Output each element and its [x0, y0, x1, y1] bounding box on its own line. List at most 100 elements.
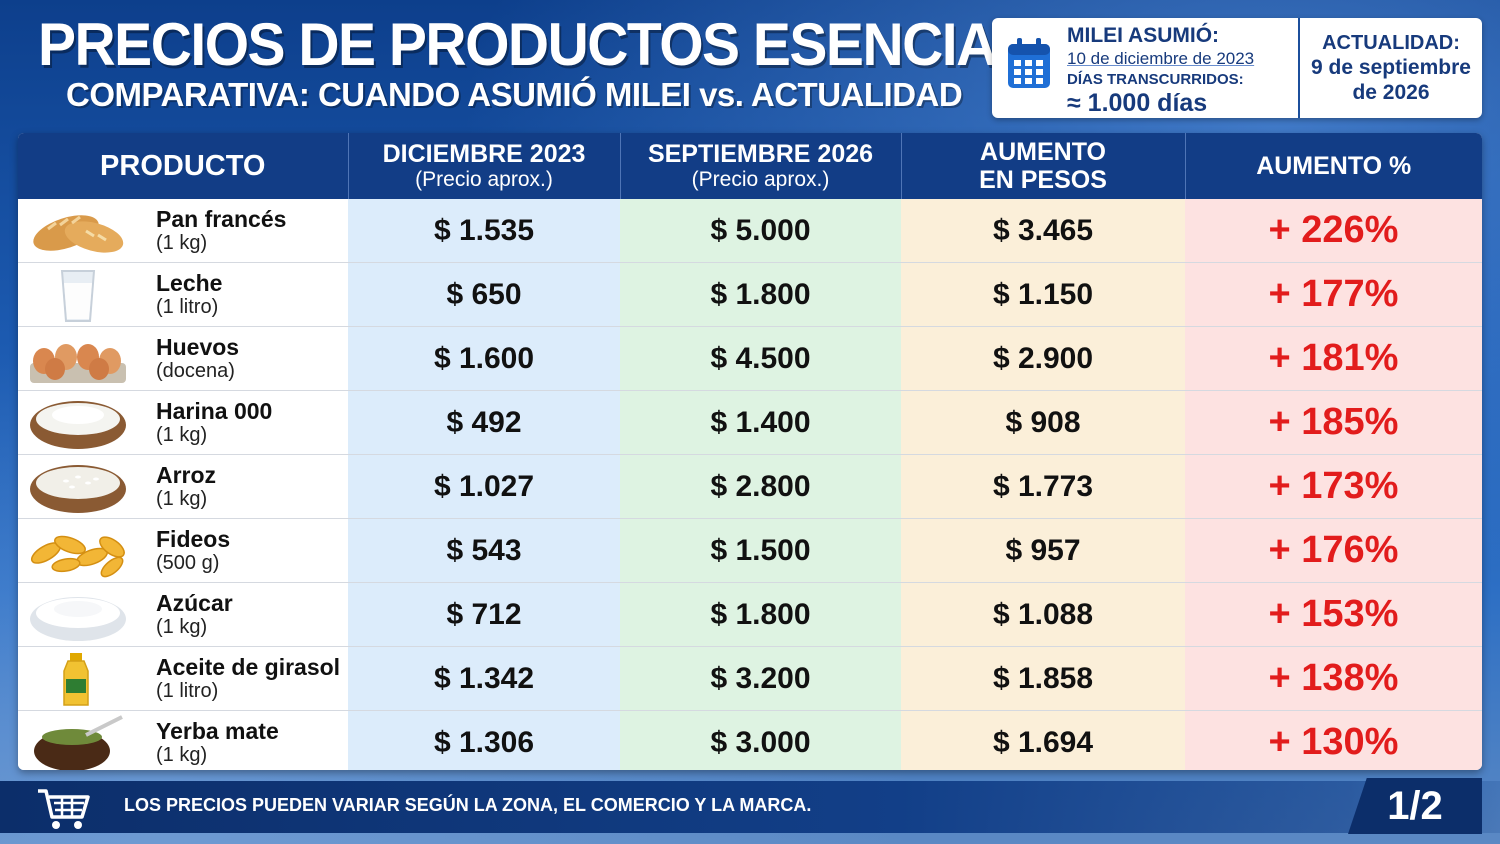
price-dec-2023: $ 1.535 — [348, 199, 620, 263]
increase-pesos: $ 1.773 — [901, 454, 1185, 519]
increase-pesos: $ 1.088 — [901, 582, 1185, 647]
product-unit: (1 litro) — [156, 296, 219, 318]
price-sep-2026: $ 1.800 — [620, 262, 901, 327]
sugar-icon — [30, 597, 126, 641]
price-dec-2023: $ 1.027 — [348, 454, 620, 519]
table-row: Arroz (1 kg) $ 1.027 $ 2.800 $ 1.773 + 173% — [18, 454, 1482, 519]
product-cell: Aceite de girasol (1 litro) — [18, 646, 348, 711]
header-inc: AUMENTO EN PESOS — [901, 133, 1186, 199]
price-sep-2026: $ 3.000 — [620, 710, 901, 770]
price-dec-2023: $ 543 — [348, 518, 620, 583]
table-row: Leche (1 litro) $ 650 $ 1.800 $ 1.150 + 177% — [18, 262, 1482, 327]
price-sep-2026: $ 1.500 — [620, 518, 901, 583]
price-dec-2023: $ 1.306 — [348, 710, 620, 770]
price-dec-2023: $ 1.600 — [348, 326, 620, 391]
product-name: Arroz — [156, 462, 217, 488]
product-name: Fideos — [156, 526, 231, 552]
product-cell: Leche (1 litro) — [18, 262, 348, 327]
product-cell: Fideos (500 g) — [18, 518, 348, 583]
table-row: Huevos (docena) $ 1.600 $ 4.500 $ 2.900 + 181… — [18, 326, 1482, 391]
increase-percent: + 153% — [1185, 582, 1482, 647]
oil-icon — [63, 653, 89, 706]
page-number: 1/2 — [1348, 778, 1482, 834]
days-value: ≈ 1.000 días — [1067, 89, 1208, 117]
header-dec: DICIEMBRE 2023 (Precio aprox.) — [348, 133, 621, 199]
product-unit: (500 g) — [156, 552, 220, 574]
price-sep-2026: $ 4.500 — [620, 326, 901, 391]
flour-icon — [30, 401, 126, 449]
product-unit: (1 litro) — [156, 680, 219, 702]
price-sep-2026: $ 2.800 — [620, 454, 901, 519]
increase-pesos: $ 3.465 — [901, 199, 1185, 263]
header-product: PRODUCTO — [18, 133, 349, 199]
increase-percent: + 226% — [1185, 199, 1482, 263]
days-label: DÍAS TRANSCURRIDOS: — [1067, 71, 1244, 88]
product-unit: (1 kg) — [156, 232, 208, 254]
table-row: Azúcar (1 kg) $ 712 $ 1.800 $ 1.088 + 153% — [18, 582, 1482, 647]
price-dec-2023: $ 492 — [348, 390, 620, 455]
price-sep-2026: $ 1.800 — [620, 582, 901, 647]
increase-percent: + 181% — [1185, 326, 1482, 391]
table-row: Pan francés (1 kg) $ 1.535 $ 5.000 $ 3.465 + … — [18, 199, 1482, 263]
assumed-date: 10 de diciembre de 2023 — [1067, 49, 1255, 68]
header-pct: AUMENTO % — [1185, 133, 1482, 199]
price-sep-2026: $ 3.200 — [620, 646, 901, 711]
increase-pesos: $ 2.900 — [901, 326, 1185, 391]
product-name: Aceite de girasol — [156, 654, 341, 680]
page-title: PRECIOS DE PRODUCTOS ESENCIALES — [38, 11, 1104, 79]
table-row: Harina 000 (1 kg) $ 492 $ 1.400 $ 908 + 185% — [18, 390, 1482, 455]
increase-percent: + 138% — [1185, 646, 1482, 711]
increase-percent: + 176% — [1185, 518, 1482, 583]
increase-pesos: $ 1.858 — [901, 646, 1185, 711]
bread-icon — [33, 215, 124, 253]
price-table: PRODUCTO DICIEMBRE 2023 (Precio aprox.) S… — [18, 133, 1482, 770]
product-name: Huevos — [156, 334, 240, 360]
product-cell: Arroz (1 kg) — [18, 454, 348, 519]
table-row: Aceite de girasol (1 litro) $ 1.342 $ 3.200… — [18, 646, 1482, 711]
table-row: Fideos (500 g) $ 543 $ 1.500 $ 957 + 176% — [18, 518, 1482, 583]
table-header-row: PRODUCTO DICIEMBRE 2023 (Precio aprox.) S… — [18, 133, 1482, 199]
price-dec-2023: $ 650 — [348, 262, 620, 327]
price-sep-2026: $ 1.400 — [620, 390, 901, 455]
current-label: ACTUALIDAD: — [1322, 32, 1460, 54]
eggs-icon — [30, 344, 126, 383]
info-assumed: MILEI ASUMIÓ: 10 de diciembre de 2023 DÍ… — [992, 18, 1300, 118]
info-box: MILEI ASUMIÓ: 10 de diciembre de 2023 DÍ… — [992, 18, 1482, 118]
product-name: Pan francés — [156, 206, 287, 232]
table-row: Yerba mate (1 kg) $ 1.306 $ 3.000 $ 1.694 + 1… — [18, 710, 1482, 770]
current-date: 9 de septiembre de 2026 — [1311, 56, 1471, 104]
cart-icon — [38, 789, 90, 829]
info-current: ACTUALIDAD: 9 de septiembre de 2026 — [1300, 18, 1482, 118]
increase-pesos: $ 1.150 — [901, 262, 1185, 327]
product-name: Leche — [156, 270, 223, 296]
product-cell: Huevos (docena) — [18, 326, 348, 391]
product-unit: (1 kg) — [156, 616, 208, 638]
product-cell: Azúcar (1 kg) — [18, 582, 348, 647]
mate-icon — [34, 715, 123, 770]
product-name: Yerba mate — [156, 718, 279, 744]
header-sep: SEPTIEMBRE 2026 (Precio aprox.) — [620, 133, 902, 199]
footer-note: LOS PRECIOS PUEDEN VARIAR SEGÚN LA ZONA,… — [124, 795, 812, 815]
rice-icon — [30, 465, 126, 513]
increase-percent: + 173% — [1185, 454, 1482, 519]
product-cell: Harina 000 (1 kg) — [18, 390, 348, 455]
footer-bar: LOS PRECIOS PUEDEN VARIAR SEGÚN LA ZONA,… — [0, 781, 1500, 833]
price-sep-2026: $ 5.000 — [620, 199, 901, 263]
increase-pesos: $ 1.694 — [901, 710, 1185, 770]
price-dec-2023: $ 712 — [348, 582, 620, 647]
product-unit: (1 kg) — [156, 488, 208, 510]
increase-percent: + 177% — [1185, 262, 1482, 327]
milk-icon — [60, 270, 96, 322]
assumed-label: MILEI ASUMIÓ: — [1067, 24, 1220, 47]
product-cell: Yerba mate (1 kg) — [18, 710, 348, 770]
increase-pesos: $ 908 — [901, 390, 1185, 455]
product-unit: (1 kg) — [156, 424, 208, 446]
product-name: Azúcar — [156, 590, 233, 616]
product-unit: (1 kg) — [156, 744, 208, 766]
increase-pesos: $ 957 — [901, 518, 1185, 583]
pasta-icon — [30, 535, 125, 578]
product-unit: (docena) — [156, 360, 235, 382]
price-dec-2023: $ 1.342 — [348, 646, 620, 711]
increase-percent: + 130% — [1185, 710, 1482, 770]
product-cell: Pan francés (1 kg) — [18, 199, 348, 263]
